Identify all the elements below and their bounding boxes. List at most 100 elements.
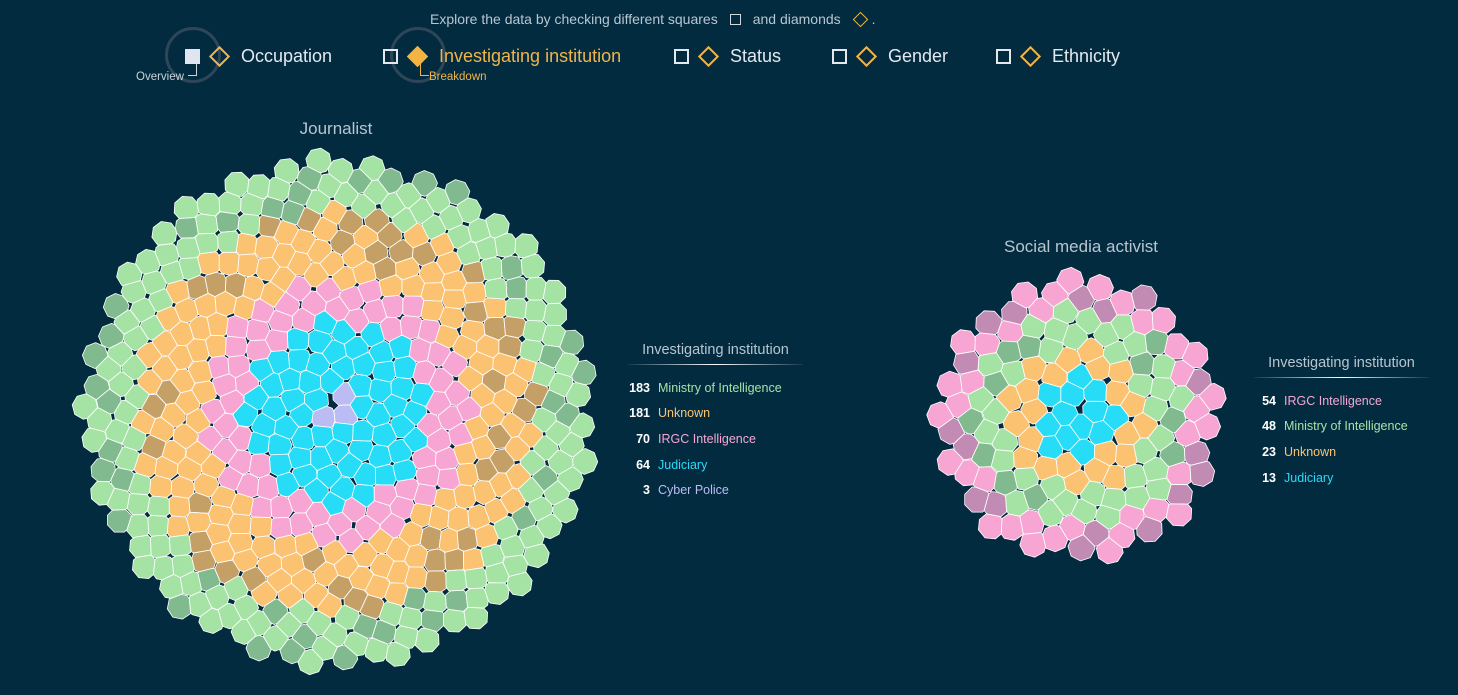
cell-3 (235, 232, 258, 256)
cell-3 (952, 433, 980, 461)
cell-3 (404, 566, 428, 589)
cell-3 (1174, 419, 1201, 447)
legend-count: 3 (643, 483, 650, 498)
cell-4 (543, 480, 571, 506)
cell-4 (152, 555, 175, 581)
legend-label: Cyber Police (658, 483, 729, 498)
legend-count: 70 (636, 431, 650, 446)
cell-4 (554, 402, 580, 428)
legend-label: Ministry of Intelligence (658, 380, 782, 395)
dimension-gender: Gender (832, 42, 948, 70)
legend-item: 183 Ministry of Intelligence (628, 375, 803, 401)
cell-1 (353, 461, 376, 487)
cell-2 (417, 319, 441, 344)
cell-3 (503, 315, 527, 339)
cell-4 (514, 233, 539, 259)
cell-4 (565, 382, 591, 408)
cell-4 (525, 276, 547, 301)
cell-3 (1184, 440, 1211, 466)
cell-4 (500, 255, 523, 281)
cell-2 (1122, 330, 1148, 358)
cell-3 (204, 271, 227, 298)
cell-2 (245, 339, 272, 362)
cell-4 (82, 342, 109, 369)
legend-count: 13 (1262, 470, 1276, 485)
cell-4 (279, 638, 306, 665)
cell-4 (438, 204, 464, 231)
cell-4 (196, 192, 221, 217)
cell-4 (571, 359, 597, 386)
overview-pointer (188, 64, 197, 76)
cell-3 (453, 484, 477, 510)
cell-4 (105, 419, 130, 444)
cell-2 (228, 425, 253, 451)
cell-2 (1052, 488, 1079, 517)
chart-title-journalist: Journalist (299, 119, 373, 138)
gender-square-checkbox[interactable] (832, 48, 847, 64)
cell-2 (270, 495, 294, 519)
cell-4 (552, 497, 579, 524)
cell-4 (484, 582, 510, 605)
cell-2 (427, 341, 452, 368)
intro-text-end: . (871, 11, 876, 27)
cell-3 (364, 574, 391, 600)
dimension-ethnicity: Ethnicity (996, 42, 1120, 70)
cell-2 (289, 512, 314, 537)
ethnicity-square-checkbox[interactable] (996, 48, 1011, 64)
cell-4 (504, 298, 528, 319)
cell-2 (245, 318, 271, 342)
cell-1 (307, 329, 333, 354)
cell-3 (151, 355, 178, 382)
cell-4 (175, 237, 201, 260)
cell-4 (150, 534, 171, 559)
cell-3 (1165, 503, 1193, 527)
cell-4 (198, 607, 223, 634)
cell-4 (484, 277, 508, 300)
cell-3 (512, 357, 537, 383)
cell-4 (542, 279, 567, 305)
ethnicity-label: Ethnicity (1052, 45, 1121, 66)
cell-3 (398, 521, 424, 547)
cell-3 (964, 486, 990, 513)
cell-4 (485, 213, 510, 239)
legend-rows: 183 Ministry of Intelligence 181 Unknown 70 I… (628, 375, 803, 503)
cell-4 (280, 200, 306, 226)
cell-1 (1002, 410, 1030, 438)
cell-4 (327, 157, 354, 184)
cell-3 (444, 548, 465, 572)
cell-3 (376, 221, 403, 249)
cell-4 (572, 448, 599, 475)
cell-4 (141, 270, 167, 295)
cell-3 (401, 274, 426, 297)
cell-2 (250, 496, 272, 519)
cell-3 (503, 372, 529, 398)
cell-2 (1075, 307, 1102, 335)
legend-label: Judiciary (658, 457, 708, 472)
cell-3 (149, 474, 173, 498)
cell-4 (147, 495, 170, 517)
cell-3 (378, 274, 403, 298)
cell-4 (116, 261, 143, 287)
cell-1 (343, 335, 369, 361)
investigating-institution-square-checkbox[interactable] (383, 48, 398, 64)
cell-3 (438, 527, 459, 553)
cell-3 (462, 301, 488, 323)
cell-4 (377, 167, 404, 194)
cell-4 (358, 155, 386, 182)
cell-3 (420, 282, 446, 302)
gender-label: Gender (888, 45, 949, 66)
cell-4 (245, 635, 272, 662)
cell-1 (298, 369, 322, 394)
cell-4 (559, 329, 584, 355)
occupation-square-checkbox[interactable] (185, 48, 200, 64)
cell-4 (215, 211, 240, 233)
cell-3 (1011, 281, 1039, 309)
cell-3 (492, 388, 518, 414)
cell-4 (519, 338, 544, 363)
cell-4 (569, 412, 596, 439)
cell-4 (147, 515, 169, 537)
status-square-checkbox[interactable] (674, 48, 689, 64)
cell-2 (1013, 467, 1039, 491)
legend-item: 23 Unknown (1254, 439, 1429, 465)
